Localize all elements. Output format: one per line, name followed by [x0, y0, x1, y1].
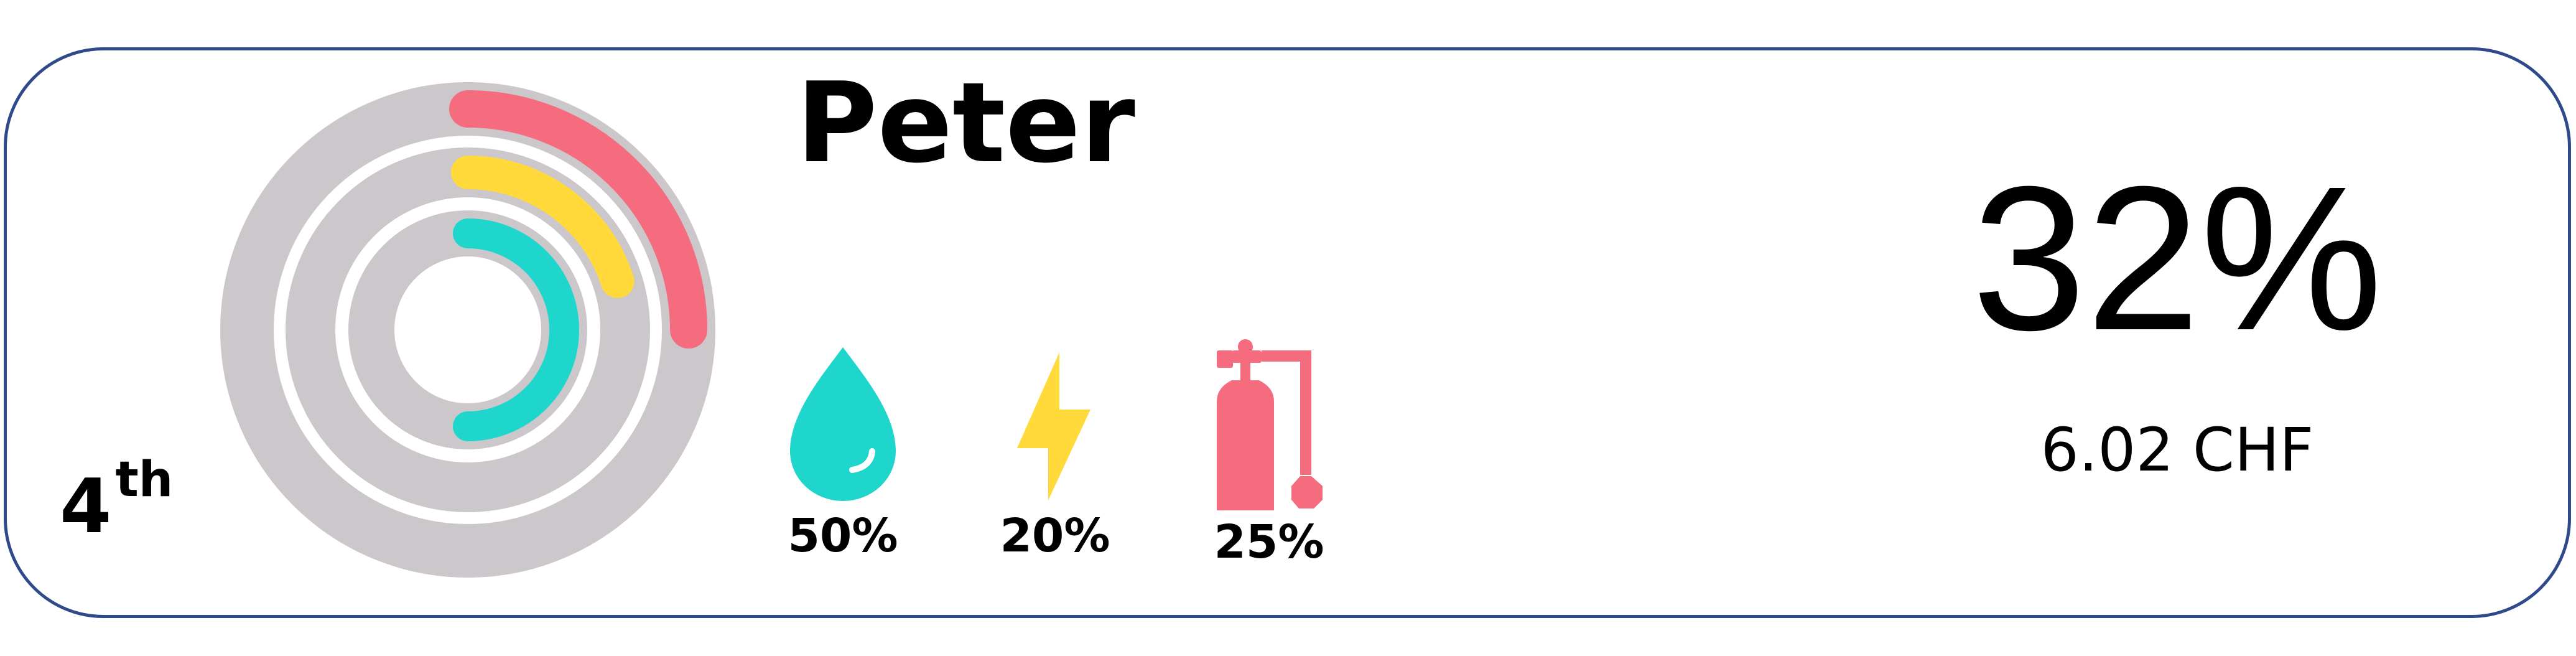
amount-chf: 6.02 CHF: [2040, 415, 2314, 485]
utility-electricity: 20%: [974, 349, 1136, 559]
utility-water: 50%: [762, 342, 924, 559]
electricity-progress-ring: [451, 156, 635, 298]
activity-rings: [220, 82, 715, 578]
rank-label: 4th: [60, 456, 173, 545]
water-progress-ring: [453, 218, 579, 441]
gas-cylinder-icon: [1217, 339, 1323, 510]
rank-number: 4: [60, 464, 112, 550]
lightning-bolt-icon: [1017, 352, 1090, 500]
total-percent: 32%: [1971, 143, 2383, 373]
player-name: Peter: [796, 59, 1135, 187]
water-percent: 50%: [788, 509, 898, 563]
electricity-percent: 20%: [1000, 509, 1110, 563]
gas-progress-ring: [449, 90, 707, 349]
utility-gas: 25%: [1188, 339, 1350, 565]
gas-percent: 25%: [1214, 515, 1324, 569]
rank-suffix: th: [115, 452, 174, 508]
water-drop-icon: [790, 347, 896, 501]
